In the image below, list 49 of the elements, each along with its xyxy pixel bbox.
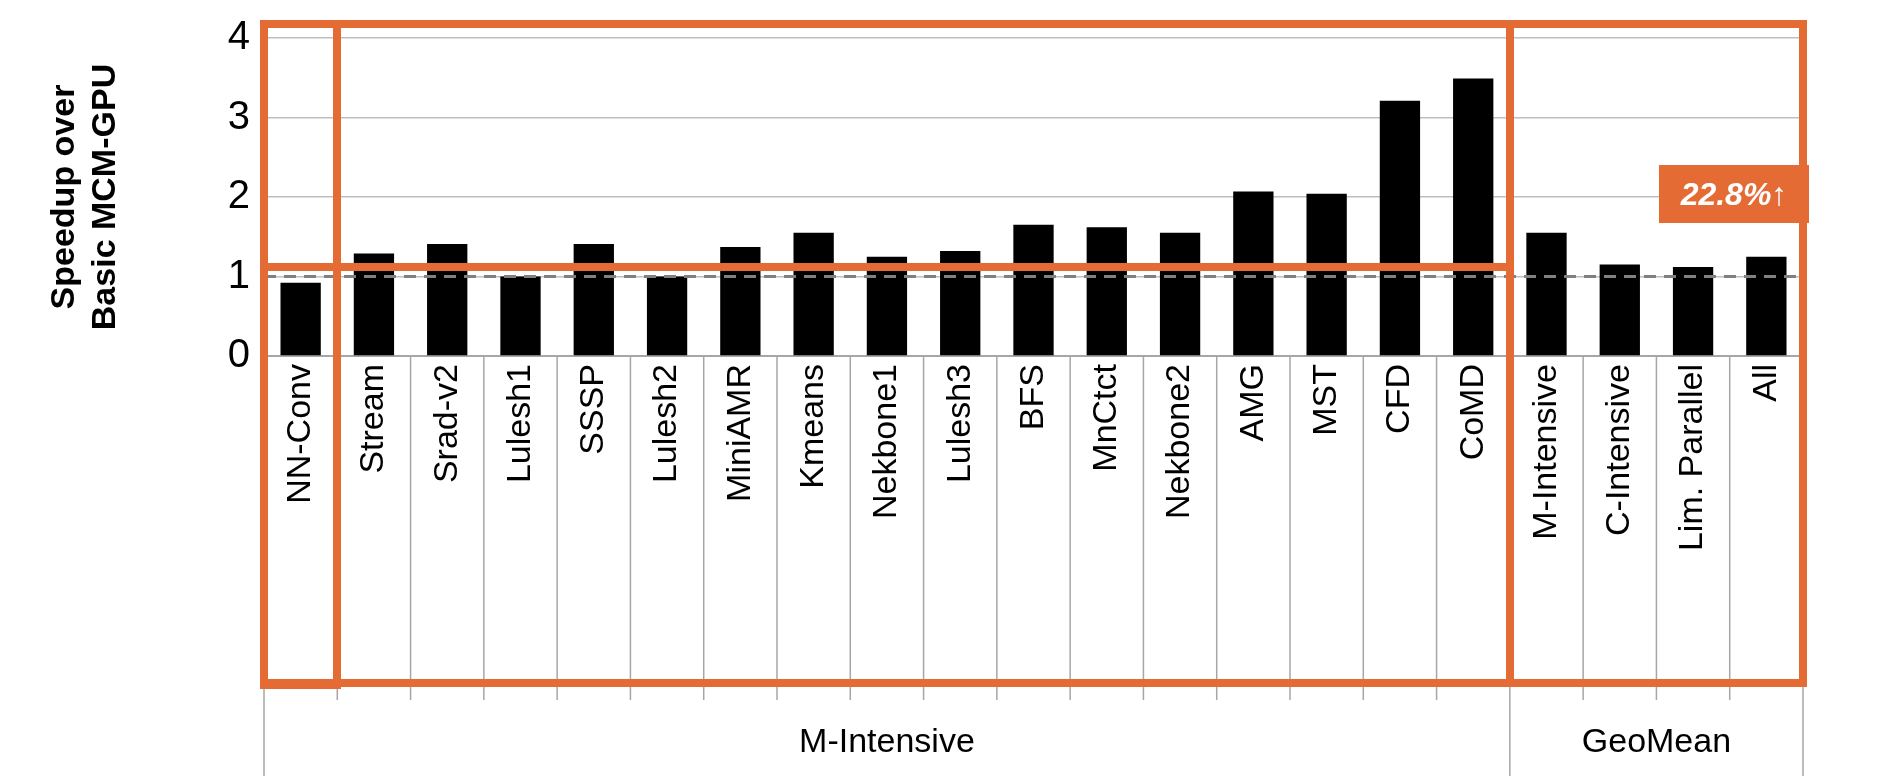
x-tick-label: All (1744, 364, 1783, 402)
x-tick-label: Kmeans (792, 364, 831, 489)
annotation: 22.8%↑ (1659, 165, 1809, 223)
bar (573, 243, 614, 356)
y-tick-label: 3 (227, 92, 250, 137)
bar (1013, 224, 1054, 356)
x-tick-label: BFS (1011, 364, 1050, 431)
bar (793, 232, 834, 356)
bar (427, 243, 468, 356)
x-tick-label: Nekbone2 (1158, 364, 1197, 520)
x-tick-label: C-Intensive (1598, 364, 1637, 536)
y-axis-title: Speedup over Basic MCM-GPU (42, 63, 122, 331)
bar (720, 247, 761, 356)
x-tick-label: Srad-v2 (425, 364, 464, 484)
bar (1233, 191, 1274, 356)
x-tick-label: Lulesh3 (938, 364, 977, 484)
bar (1672, 266, 1714, 356)
x-tick-label: AMG (1231, 364, 1270, 442)
y-tick-label: 0 (227, 331, 250, 376)
x-tick-label: MiniAMR (718, 364, 757, 502)
x-tick-label: Lim. Parallel (1671, 364, 1710, 552)
bar (280, 282, 321, 356)
bar (1159, 232, 1201, 356)
x-tick-label: MST (1305, 364, 1344, 436)
bar (1306, 193, 1347, 356)
text: M-Intensive (799, 721, 975, 760)
x-tick-label: MnCtct (1085, 363, 1124, 472)
x-tick-label: CFD (1378, 364, 1417, 434)
x-tick-label: M-Intensive (1524, 364, 1563, 540)
x-tick-label: NN-Conv (279, 364, 318, 504)
bar (1453, 78, 1494, 356)
bar (1379, 100, 1421, 356)
bar (940, 251, 981, 356)
y-tick-label: 4 (227, 13, 250, 58)
bar (646, 276, 688, 356)
y-tick-label: 1 (227, 251, 250, 296)
bar (1599, 264, 1640, 356)
x-tick-label: Lulesh1 (498, 364, 537, 484)
bar (1526, 232, 1567, 356)
bar (1086, 227, 1127, 356)
bar (500, 276, 541, 356)
x-tick-label: Lulesh2 (645, 364, 684, 484)
text: GeoMean (1581, 721, 1732, 760)
x-tick-label: Stream (352, 364, 391, 474)
x-tick-label: SSSP (572, 364, 611, 455)
x-tick-label: CoMD (1451, 364, 1490, 461)
x-tick-label: Nekbone1 (865, 364, 904, 520)
y-tick-label: 2 (227, 172, 250, 217)
bar (1746, 256, 1787, 356)
